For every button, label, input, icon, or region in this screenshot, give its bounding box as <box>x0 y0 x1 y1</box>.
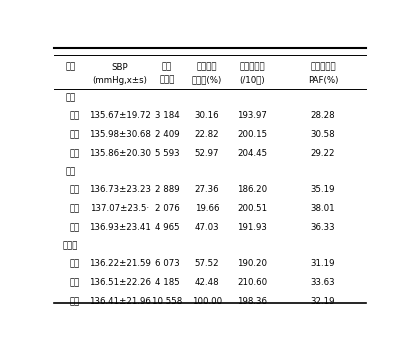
Text: 135.98±30.68: 135.98±30.68 <box>88 130 150 139</box>
Text: 186.20: 186.20 <box>236 185 267 194</box>
Text: 57.52: 57.52 <box>194 259 219 268</box>
Text: 36.33: 36.33 <box>310 223 335 232</box>
Text: 28.28: 28.28 <box>310 111 335 120</box>
Text: 200.15: 200.15 <box>236 130 267 139</box>
Text: 32.19: 32.19 <box>310 297 335 306</box>
Text: 136.93±23.41: 136.93±23.41 <box>88 223 150 232</box>
Text: 小计: 小计 <box>70 223 80 232</box>
Text: 男性: 男性 <box>65 93 75 102</box>
Text: 小计: 小计 <box>70 297 80 306</box>
Text: (/10万): (/10万) <box>239 75 264 85</box>
Text: 类别: 类别 <box>65 63 75 72</box>
Text: 204.45: 204.45 <box>236 149 267 158</box>
Text: 35.19: 35.19 <box>310 185 335 194</box>
Text: 136.41±21.96: 136.41±21.96 <box>88 297 150 306</box>
Text: 38.01: 38.01 <box>310 204 335 213</box>
Text: 136.51±22.26: 136.51±22.26 <box>88 278 150 287</box>
Text: PAF(%): PAF(%) <box>307 75 337 85</box>
Text: 27.36: 27.36 <box>194 185 219 194</box>
Text: 占总死亡: 占总死亡 <box>196 63 217 72</box>
Text: 4 965: 4 965 <box>155 223 179 232</box>
Text: 归因: 归因 <box>162 63 172 72</box>
Text: 30.16: 30.16 <box>194 111 219 120</box>
Text: SBP: SBP <box>111 63 128 72</box>
Text: 女性: 女性 <box>65 167 75 176</box>
Text: 总人群: 总人群 <box>63 241 78 250</box>
Text: 22.82: 22.82 <box>194 130 219 139</box>
Text: 3 184: 3 184 <box>155 111 179 120</box>
Text: 农村: 农村 <box>70 278 80 287</box>
Text: 4 185: 4 185 <box>155 278 179 287</box>
Text: 190.20: 190.20 <box>236 259 266 268</box>
Text: 200.51: 200.51 <box>236 204 267 213</box>
Text: 2 076: 2 076 <box>155 204 179 213</box>
Text: 占总死亡的: 占总死亡的 <box>309 63 335 72</box>
Text: 100.00: 100.00 <box>191 297 221 306</box>
Text: 归因死亡率: 归因死亡率 <box>239 63 264 72</box>
Text: 2 889: 2 889 <box>155 185 179 194</box>
Text: 10 558: 10 558 <box>152 297 182 306</box>
Text: 29.22: 29.22 <box>310 149 335 158</box>
Text: 6 073: 6 073 <box>155 259 179 268</box>
Text: 193.97: 193.97 <box>236 111 266 120</box>
Text: 210.60: 210.60 <box>236 278 267 287</box>
Text: 47.03: 47.03 <box>194 223 219 232</box>
Text: 137.07±23.5·: 137.07±23.5· <box>90 204 149 213</box>
Text: 农村: 农村 <box>70 204 80 213</box>
Text: 52.97: 52.97 <box>194 149 219 158</box>
Text: 构成比(%): 构成比(%) <box>191 75 222 85</box>
Text: (mmHg,x±s): (mmHg,x±s) <box>92 75 147 85</box>
Text: 191.93: 191.93 <box>236 223 266 232</box>
Text: 城市: 城市 <box>70 259 80 268</box>
Text: 19.66: 19.66 <box>194 204 219 213</box>
Text: 135.67±19.72: 135.67±19.72 <box>88 111 150 120</box>
Text: 农村: 农村 <box>70 130 80 139</box>
Text: 136.22±21.59: 136.22±21.59 <box>88 259 150 268</box>
Text: 135.86±20.30: 135.86±20.30 <box>88 149 150 158</box>
Text: 31.19: 31.19 <box>310 259 335 268</box>
Text: 小计: 小计 <box>70 149 80 158</box>
Text: 5 593: 5 593 <box>155 149 179 158</box>
Text: 42.48: 42.48 <box>194 278 219 287</box>
Text: 198.36: 198.36 <box>236 297 266 306</box>
Text: 33.63: 33.63 <box>310 278 335 287</box>
Text: 30.58: 30.58 <box>310 130 335 139</box>
Text: 城市: 城市 <box>70 111 80 120</box>
Text: 死亡数: 死亡数 <box>159 75 175 85</box>
Text: 城市: 城市 <box>70 185 80 194</box>
Text: 2 409: 2 409 <box>155 130 179 139</box>
Text: 136.73±23.23: 136.73±23.23 <box>88 185 150 194</box>
